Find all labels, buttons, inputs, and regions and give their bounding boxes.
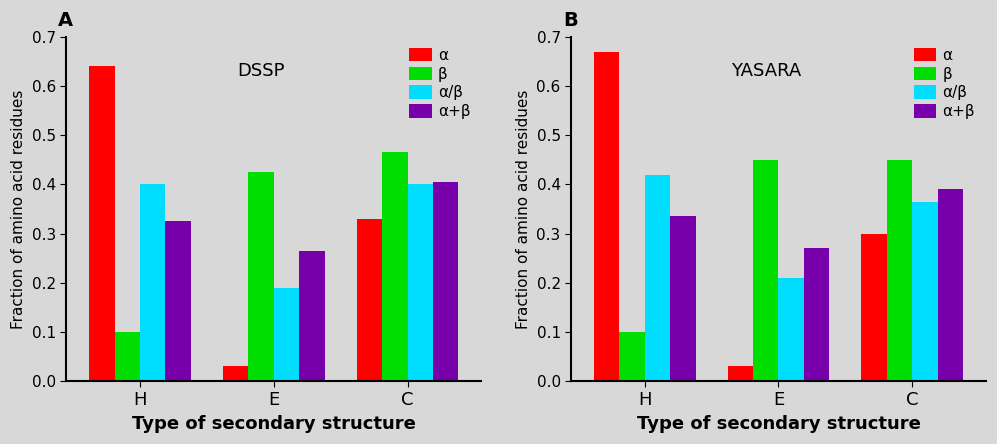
Bar bbox=[594, 52, 619, 381]
Bar bbox=[408, 184, 433, 381]
Bar bbox=[166, 221, 190, 381]
Text: YASARA: YASARA bbox=[731, 62, 802, 80]
Bar bbox=[779, 278, 804, 381]
Bar bbox=[274, 288, 299, 381]
Bar bbox=[223, 366, 248, 381]
Bar bbox=[299, 251, 325, 381]
Bar bbox=[89, 67, 115, 381]
X-axis label: Type of secondary structure: Type of secondary structure bbox=[132, 415, 416, 433]
Bar bbox=[115, 332, 140, 381]
Bar bbox=[248, 172, 274, 381]
Bar bbox=[753, 160, 779, 381]
Bar bbox=[619, 332, 645, 381]
Y-axis label: Fraction of amino acid residues: Fraction of amino acid residues bbox=[11, 89, 26, 329]
Legend: α, β, α/β, α+β: α, β, α/β, α+β bbox=[910, 44, 978, 123]
Bar bbox=[887, 160, 912, 381]
Bar bbox=[728, 366, 753, 381]
Bar bbox=[382, 152, 408, 381]
Bar bbox=[861, 234, 887, 381]
Legend: α, β, α/β, α+β: α, β, α/β, α+β bbox=[406, 44, 474, 123]
Text: B: B bbox=[562, 11, 577, 30]
Bar bbox=[433, 182, 459, 381]
Bar bbox=[645, 174, 670, 381]
X-axis label: Type of secondary structure: Type of secondary structure bbox=[636, 415, 920, 433]
Bar bbox=[140, 184, 166, 381]
Bar bbox=[670, 216, 696, 381]
Text: DSSP: DSSP bbox=[237, 62, 285, 80]
Bar bbox=[938, 189, 963, 381]
Bar bbox=[912, 202, 938, 381]
Y-axis label: Fraction of amino acid residues: Fraction of amino acid residues bbox=[515, 89, 530, 329]
Text: A: A bbox=[58, 11, 73, 30]
Bar bbox=[357, 219, 382, 381]
Bar bbox=[804, 248, 830, 381]
